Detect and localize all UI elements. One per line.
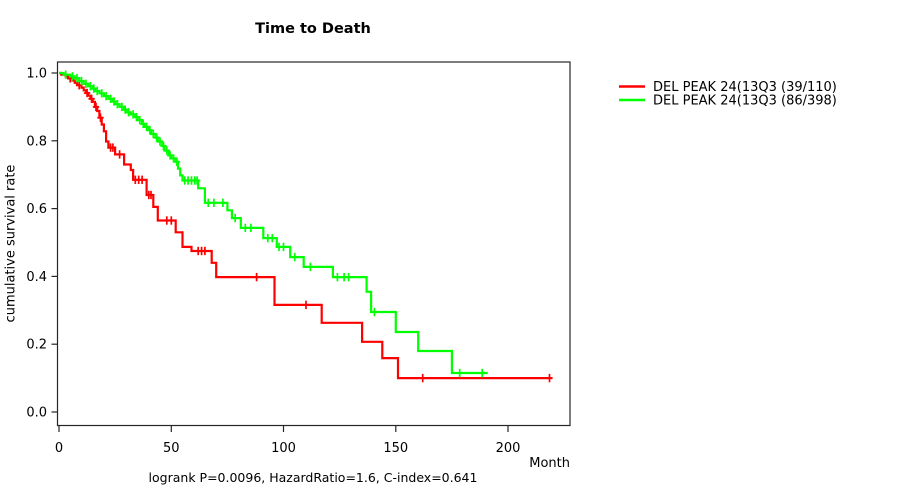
y-tick-label: 0.8	[26, 134, 47, 149]
x-axis-title: Month	[529, 456, 570, 471]
x-tick-label: 100	[271, 441, 296, 456]
x-tick-label: 50	[163, 441, 180, 456]
footer-stats: logrank P=0.0096, HazardRatio=1.6, C-ind…	[149, 470, 478, 485]
y-tick-label: 0.0	[26, 406, 47, 421]
survival-curves	[59, 70, 553, 383]
legend-label-green: DEL PEAK 24(13Q3 (86/398)	[653, 94, 837, 109]
y-axis-title: cumulative survival rate	[4, 165, 19, 323]
series-curve-0	[59, 71, 552, 380]
x-tick-label: 150	[383, 441, 408, 456]
y-axis: 0.0 0.2 0.4 0.6 0.8 1.0	[26, 67, 58, 421]
chart-title: Time to Death	[255, 21, 371, 37]
x-axis: 0 50 100 150 200	[55, 425, 521, 456]
legend: DEL PEAK 24(13Q3 (39/110) DEL PEAK 24(13…	[619, 80, 837, 109]
y-tick-label: 0.4	[26, 270, 47, 285]
y-tick-label: 0.2	[26, 338, 47, 353]
x-tick-label: 0	[55, 441, 63, 456]
x-tick-label: 200	[496, 441, 521, 456]
plot-box	[56, 61, 571, 427]
y-tick-label: 1.0	[26, 67, 47, 82]
y-tick-label: 0.6	[26, 202, 47, 217]
legend-label-red: DEL PEAK 24(13Q3 (39/110)	[653, 80, 837, 95]
series-curve-1	[59, 71, 488, 375]
